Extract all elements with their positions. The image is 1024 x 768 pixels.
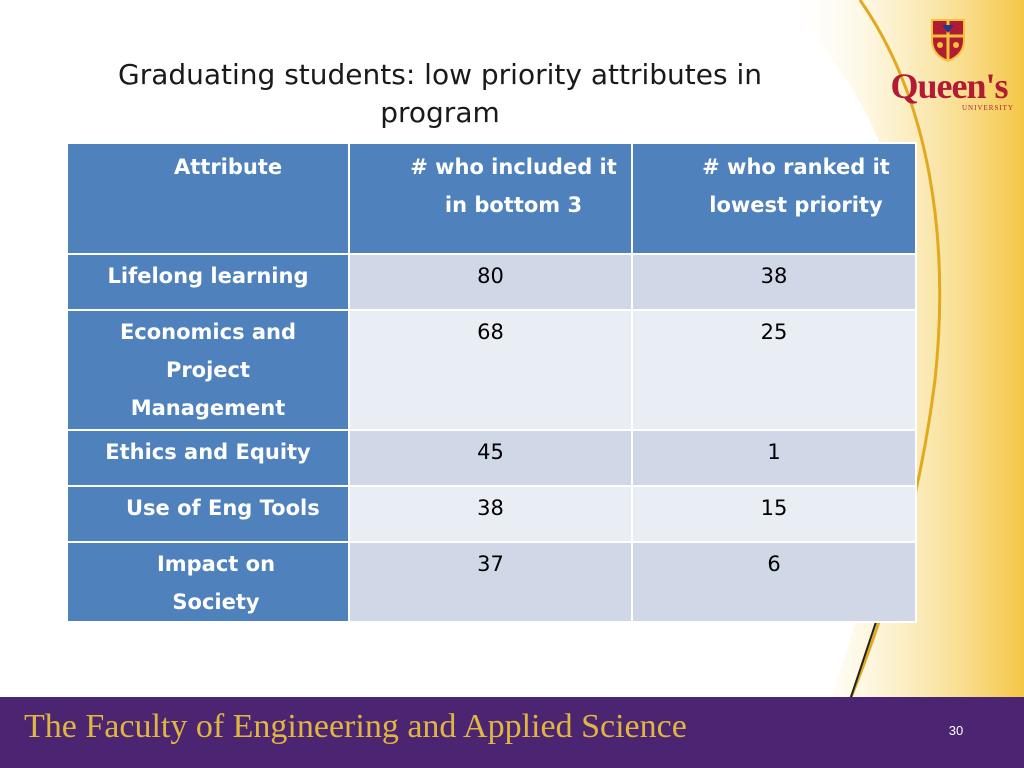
- slide-title: Graduating students: low priority attrib…: [118, 58, 762, 129]
- header-lowest-label: # who ranked it lowest priority: [702, 155, 890, 217]
- row-lowest-value: 15: [760, 496, 788, 520]
- table-row: Economics and Project Management 68 25: [66, 309, 917, 431]
- row-lowest-value: 1: [767, 440, 781, 464]
- queens-university-logo: Queen's UNIVERSITY: [884, 16, 1014, 112]
- header-bottom3: # who included it in bottom 3: [348, 142, 633, 255]
- table-row: Impact on Society 37 6: [66, 541, 917, 623]
- row-lowest-value: 38: [760, 264, 788, 288]
- row-bottom3: 80: [348, 253, 633, 311]
- row-attribute-label: Lifelong learning: [107, 264, 309, 288]
- row-bottom3-value: 80: [477, 264, 504, 288]
- table-row: Lifelong learning 80 38: [66, 253, 917, 311]
- row-bottom3-value: 68: [477, 320, 504, 344]
- table-row: Ethics and Equity 45 1: [66, 429, 917, 487]
- row-lowest: 15: [631, 485, 917, 543]
- footer-faculty-name: The Faculty of Engineering and Applied S…: [24, 708, 687, 745]
- row-lowest: 25: [631, 309, 917, 431]
- header-attribute-label: Attribute: [174, 155, 283, 179]
- row-bottom3: 38: [348, 485, 633, 543]
- row-attribute-label: Economics and Project Management: [119, 320, 297, 420]
- row-attribute: Lifelong learning: [66, 253, 350, 311]
- logo-wordmark: Queen's: [890, 66, 1008, 106]
- row-bottom3: 68: [348, 309, 633, 431]
- row-bottom3: 45: [348, 429, 633, 487]
- row-bottom3: 37: [348, 541, 633, 623]
- header-lowest: # who ranked it lowest priority: [631, 142, 917, 255]
- logo-subtext: UNIVERSITY: [962, 104, 1014, 112]
- attributes-table: Attribute # who included it in bottom 3 …: [66, 142, 917, 623]
- row-attribute: Ethics and Equity: [66, 429, 350, 487]
- row-lowest-value: 6: [767, 552, 781, 576]
- table-header-row: Attribute # who included it in bottom 3 …: [66, 142, 917, 255]
- row-attribute-label: Use of Eng Tools: [126, 496, 320, 520]
- row-bottom3-value: 38: [477, 496, 504, 520]
- row-attribute: Economics and Project Management: [66, 309, 350, 431]
- row-attribute: Impact on Society: [66, 541, 350, 623]
- header-attribute: Attribute: [66, 142, 350, 255]
- row-lowest: 6: [631, 541, 917, 623]
- header-bottom3-label: # who included it in bottom 3: [410, 155, 617, 217]
- footer-bar: The Faculty of Engineering and Applied S…: [0, 697, 1024, 768]
- row-attribute-label: Impact on Society: [156, 552, 276, 614]
- crest-icon: [931, 19, 965, 62]
- row-bottom3-value: 37: [477, 552, 504, 576]
- row-attribute: Use of Eng Tools: [66, 485, 350, 543]
- row-bottom3-value: 45: [477, 440, 504, 464]
- row-lowest: 1: [631, 429, 917, 487]
- row-attribute-label: Ethics and Equity: [105, 440, 311, 464]
- row-lowest: 38: [631, 253, 917, 311]
- row-lowest-value: 25: [760, 320, 788, 344]
- page-number: 30: [948, 723, 964, 738]
- table-row: Use of Eng Tools 38 15: [66, 485, 917, 543]
